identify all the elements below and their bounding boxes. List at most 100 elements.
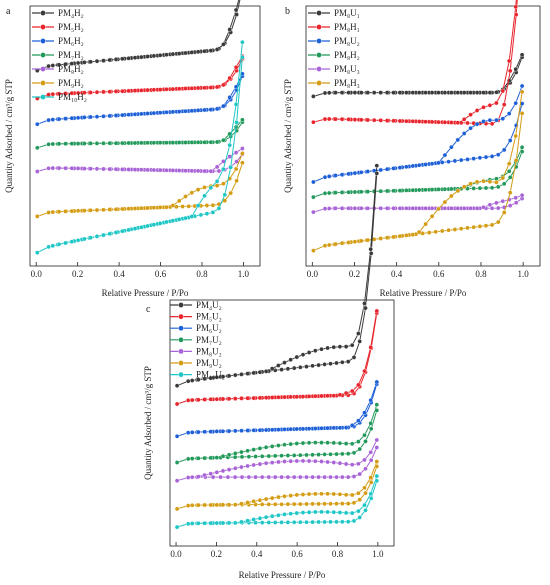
- data-point: [410, 187, 416, 193]
- data-point: [221, 103, 226, 109]
- data-point: [257, 497, 263, 503]
- isotherm-series: [174, 437, 380, 484]
- legend-marker: [40, 10, 46, 16]
- data-point: [325, 440, 330, 446]
- data-point: [312, 348, 318, 354]
- data-point: [337, 510, 343, 515]
- data-point: [276, 443, 281, 448]
- data-point: [351, 450, 357, 456]
- data-point: [423, 119, 428, 124]
- data-point: [501, 181, 507, 187]
- data-point: [294, 394, 300, 400]
- data-point: [75, 90, 81, 96]
- data-point: [312, 426, 318, 431]
- data-point: [240, 151, 245, 156]
- data-point: [269, 460, 275, 465]
- data-point: [176, 140, 182, 145]
- data-point: [257, 446, 263, 451]
- x-tick-label: 0.0: [307, 269, 319, 279]
- data-point: [319, 491, 324, 497]
- data-point: [189, 502, 195, 508]
- data-point: [234, 178, 239, 184]
- data-point: [208, 520, 213, 526]
- data-point: [263, 496, 269, 502]
- data-point: [311, 248, 316, 253]
- data-point: [436, 119, 441, 125]
- data-point: [257, 427, 263, 433]
- data-point: [288, 357, 294, 363]
- legend-label: PM₆U₂: [196, 323, 222, 333]
- legend-label: PM₅U₂: [196, 312, 222, 322]
- data-point: [176, 217, 182, 222]
- data-point: [357, 515, 363, 520]
- data-point: [519, 52, 525, 58]
- data-point: [185, 398, 191, 403]
- data-point: [312, 458, 318, 464]
- data-point: [186, 203, 191, 209]
- legend-label: PM₈U₂: [196, 346, 222, 356]
- data-point: [239, 464, 244, 470]
- data-point: [101, 140, 106, 146]
- data-point: [374, 459, 380, 464]
- data-point: [416, 162, 422, 168]
- data-point: [449, 144, 454, 150]
- data-point: [322, 501, 327, 507]
- data-point: [88, 166, 93, 171]
- data-point: [337, 491, 343, 497]
- data-point: [174, 506, 180, 512]
- data-point: [471, 224, 477, 230]
- data-point: [346, 205, 351, 211]
- data-point: [113, 89, 119, 94]
- legend-label: PM₆H₂: [58, 36, 84, 46]
- data-point: [50, 243, 56, 249]
- data-point: [208, 107, 214, 112]
- legend-marker: [178, 348, 184, 355]
- data-point: [232, 502, 238, 508]
- data-point: [316, 452, 321, 457]
- data-point: [214, 47, 220, 52]
- data-point: [183, 168, 188, 173]
- data-point: [266, 453, 272, 459]
- data-point: [164, 219, 169, 225]
- data-point: [288, 426, 294, 432]
- data-point: [88, 141, 93, 146]
- data-point: [378, 236, 383, 241]
- data-point: [132, 112, 138, 117]
- data-point: [346, 117, 351, 122]
- data-point: [343, 425, 349, 430]
- data-point: [202, 48, 207, 54]
- data-point: [357, 446, 363, 452]
- legend-item: PM₈H₃: [308, 78, 360, 88]
- data-point: [46, 63, 51, 69]
- data-point: [306, 491, 312, 497]
- data-point: [226, 396, 232, 402]
- legend-label: PM₈H₂: [58, 64, 84, 74]
- legend-item: PM₈U₂: [170, 346, 222, 356]
- data-point: [474, 90, 480, 95]
- data-point: [316, 501, 321, 507]
- adsorption-branch: [313, 103, 523, 183]
- data-point: [322, 174, 328, 180]
- legend-label: PM₁₀U₂: [196, 370, 225, 380]
- data-point: [195, 85, 201, 91]
- data-point: [259, 520, 265, 525]
- data-point: [151, 87, 157, 93]
- data-point: [365, 90, 371, 95]
- data-point: [291, 520, 297, 525]
- data-point: [126, 227, 131, 233]
- data-point: [306, 458, 312, 464]
- x-tick-label: 0.8: [332, 549, 344, 559]
- data-point: [374, 408, 380, 413]
- data-point: [356, 490, 361, 496]
- data-point: [337, 460, 343, 466]
- data-point: [374, 478, 380, 484]
- legend-item: PM₆U₂: [170, 323, 222, 333]
- data-point: [132, 55, 138, 61]
- data-point: [239, 519, 244, 525]
- data-point: [436, 187, 441, 192]
- x-tick-label: 0.2: [72, 269, 83, 279]
- data-point: [35, 121, 40, 127]
- data-point: [319, 509, 324, 515]
- data-point: [266, 520, 272, 525]
